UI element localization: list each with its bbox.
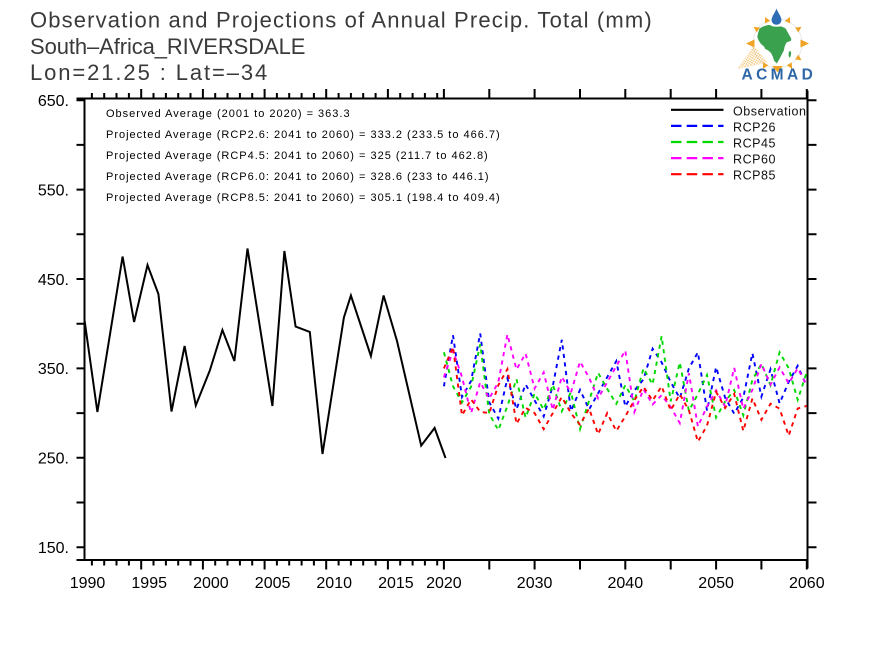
svg-text:Projected Average (RCP6.0: 204: Projected Average (RCP6.0: 2041 to 2060)… (106, 171, 490, 183)
svg-text:2040: 2040 (608, 575, 644, 592)
svg-text:2050: 2050 (698, 575, 734, 592)
svg-text:RCP60: RCP60 (733, 153, 776, 167)
svg-text:Lon=21.25 : Lat=–34: Lon=21.25 : Lat=–34 (30, 60, 269, 85)
svg-text:350.: 350. (38, 361, 69, 378)
svg-text:2000: 2000 (193, 575, 229, 592)
svg-text:2020: 2020 (426, 575, 462, 592)
svg-text:RCP26: RCP26 (733, 120, 776, 134)
svg-text:Projected Average (RCP2.6: 204: Projected Average (RCP2.6: 2041 to 2060)… (106, 129, 501, 141)
svg-text:650.: 650. (38, 93, 69, 110)
svg-text:550.: 550. (38, 182, 69, 199)
svg-text:RCP85: RCP85 (733, 169, 776, 183)
svg-text:450.: 450. (38, 272, 69, 289)
svg-text:Projected Average (RCP8.5: 204: Projected Average (RCP8.5: 2041 to 2060)… (106, 192, 501, 204)
svg-text:Observation: Observation (733, 104, 806, 118)
svg-text:Projected Average (RCP4.5: 204: Projected Average (RCP4.5: 2041 to 2060)… (106, 150, 489, 162)
svg-text:Observation and Projections of: Observation and Projections of Annual Pr… (30, 8, 653, 33)
svg-text:2015: 2015 (378, 575, 414, 592)
svg-text:150.: 150. (38, 540, 69, 557)
svg-text:2030: 2030 (517, 575, 553, 592)
svg-text:2060: 2060 (789, 575, 825, 592)
svg-text:250.: 250. (38, 451, 69, 468)
svg-text:1995: 1995 (131, 575, 167, 592)
svg-text:ACMAD: ACMAD (742, 67, 817, 84)
svg-text:RCP45: RCP45 (733, 137, 776, 151)
svg-text:2005: 2005 (255, 575, 291, 592)
svg-text:1990: 1990 (70, 575, 106, 592)
svg-text:South–Africa_RIVERSDALE: South–Africa_RIVERSDALE (30, 34, 305, 59)
svg-text:2010: 2010 (316, 575, 352, 592)
svg-text:Observed Average (2001 to 2020: Observed Average (2001 to 2020) = 363.3 (106, 108, 351, 120)
